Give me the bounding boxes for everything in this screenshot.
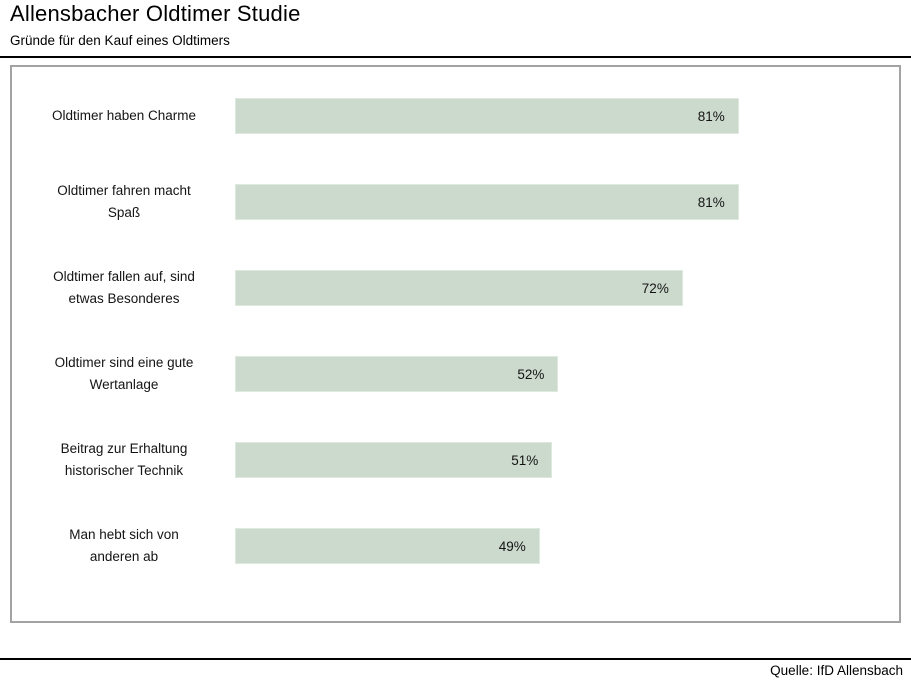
page-title: Allensbacher Oldtimer Studie <box>10 1 301 26</box>
category-label: Oldtimer fahren macht Spaß <box>57 183 191 220</box>
chart-panel: Oldtimer haben Charme 81% Oldtimer fahren … <box>10 65 901 623</box>
bar-track: 72% <box>235 270 857 306</box>
bar-track: 49% <box>235 528 857 564</box>
category-label: Man hebt sich von anderen ab <box>69 527 179 564</box>
chart-row: Oldtimer fallen auf, sind etwas Besonder… <box>12 245 899 331</box>
header-divider <box>0 56 911 58</box>
bar: 72% <box>235 270 683 306</box>
chart-row: Oldtimer haben Charme 81% <box>12 73 899 159</box>
page-subtitle: Gründe für den Kauf eines Oldtimers <box>10 33 230 48</box>
chart-row: Beitrag zur Erhaltung historischer Techn… <box>12 417 899 503</box>
value-label: 52% <box>517 366 545 382</box>
value-label: 81% <box>697 108 725 124</box>
chart-row: Oldtimer fahren macht Spaß 81% <box>12 159 899 245</box>
bar: 81% <box>235 98 739 134</box>
bar: 81% <box>235 184 739 220</box>
value-label: 81% <box>697 194 725 210</box>
value-label: 49% <box>498 538 526 554</box>
bar-track: 52% <box>235 356 857 392</box>
value-label: 72% <box>641 280 669 296</box>
bar-track: 81% <box>235 184 857 220</box>
bar-track: 51% <box>235 442 857 478</box>
category-label: Oldtimer sind eine gute Wertanlage <box>54 355 194 392</box>
chart-row: Oldtimer sind eine gute Wertanlage 52% <box>12 331 899 417</box>
value-label: 51% <box>511 452 539 468</box>
chart-row: Man hebt sich von anderen ab 49% <box>12 503 899 589</box>
bar-chart: Oldtimer haben Charme 81% Oldtimer fahren … <box>12 73 899 589</box>
bar: 49% <box>235 528 540 564</box>
source-credit: Quelle: IfD Allensbach <box>770 663 903 678</box>
category-label: Oldtimer fallen auf, sind etwas Besonder… <box>53 269 195 306</box>
category-label: Oldtimer haben Charme <box>51 108 197 124</box>
bar-track: 81% <box>235 98 857 134</box>
bar: 51% <box>235 442 553 478</box>
bar: 52% <box>235 356 559 392</box>
footer-divider <box>0 658 911 660</box>
category-label: Beitrag zur Erhaltung historischer Techn… <box>60 441 188 478</box>
